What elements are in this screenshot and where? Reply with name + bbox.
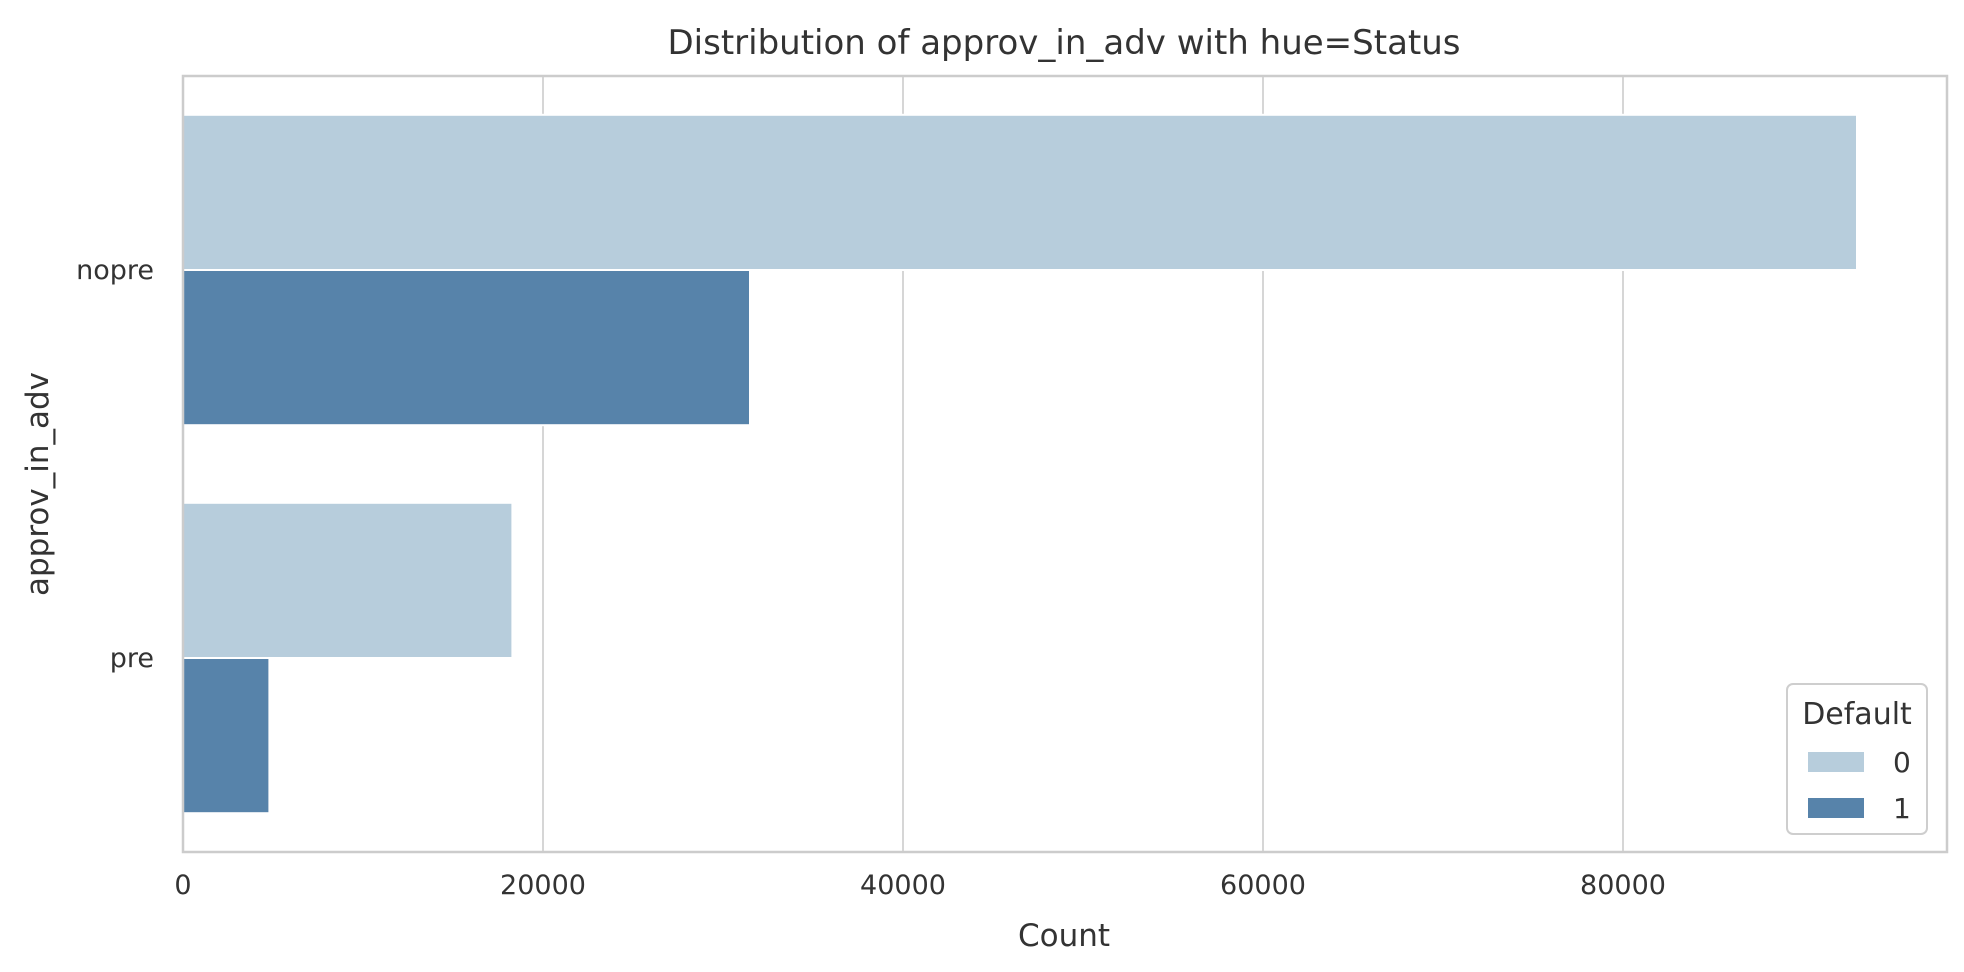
bar-pre-series-0 — [182, 501, 514, 659]
x-axis-label: Count — [1018, 918, 1110, 954]
x-tick-label: 40000 — [860, 870, 946, 901]
legend-title: Default — [1802, 697, 1912, 732]
chart-title: Distribution of approv_in_adv with hue=S… — [667, 23, 1460, 63]
bars — [182, 113, 1858, 815]
y-tick-label-nopre: nopre — [76, 255, 154, 286]
bar-nopre-series-1 — [182, 269, 751, 427]
x-tick-label: 0 — [174, 870, 191, 901]
legend-swatch-1 — [1808, 798, 1864, 818]
plot-frame — [181, 74, 1949, 854]
legend: Default 0 1 — [1786, 683, 1928, 835]
x-tick-label: 60000 — [1220, 870, 1306, 901]
y-axis-label: approv_in_adv — [20, 372, 56, 596]
legend-label-1: 1 — [1893, 792, 1911, 825]
legend-swatch-0 — [1808, 752, 1864, 772]
x-tick-labels: 0 20000 40000 60000 80000 — [174, 870, 1666, 901]
legend-label-0: 0 — [1893, 746, 1911, 779]
x-tick-label: 20000 — [500, 870, 586, 901]
y-tick-label-pre: pre — [110, 643, 154, 674]
bar-pre-series-1 — [182, 657, 271, 815]
x-tick-label: 80000 — [1580, 870, 1666, 901]
bar-nopre-series-0 — [182, 113, 1858, 271]
y-tick-labels: nopre pre — [76, 255, 154, 674]
